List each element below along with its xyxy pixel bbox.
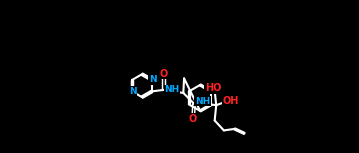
Text: O: O	[188, 114, 197, 124]
Text: N: N	[129, 87, 137, 96]
Text: OH: OH	[223, 96, 239, 106]
Text: NH: NH	[164, 85, 180, 94]
Text: HO: HO	[205, 83, 222, 93]
Text: N: N	[149, 75, 157, 84]
Text: O: O	[159, 69, 168, 79]
Text: NH: NH	[195, 97, 210, 106]
